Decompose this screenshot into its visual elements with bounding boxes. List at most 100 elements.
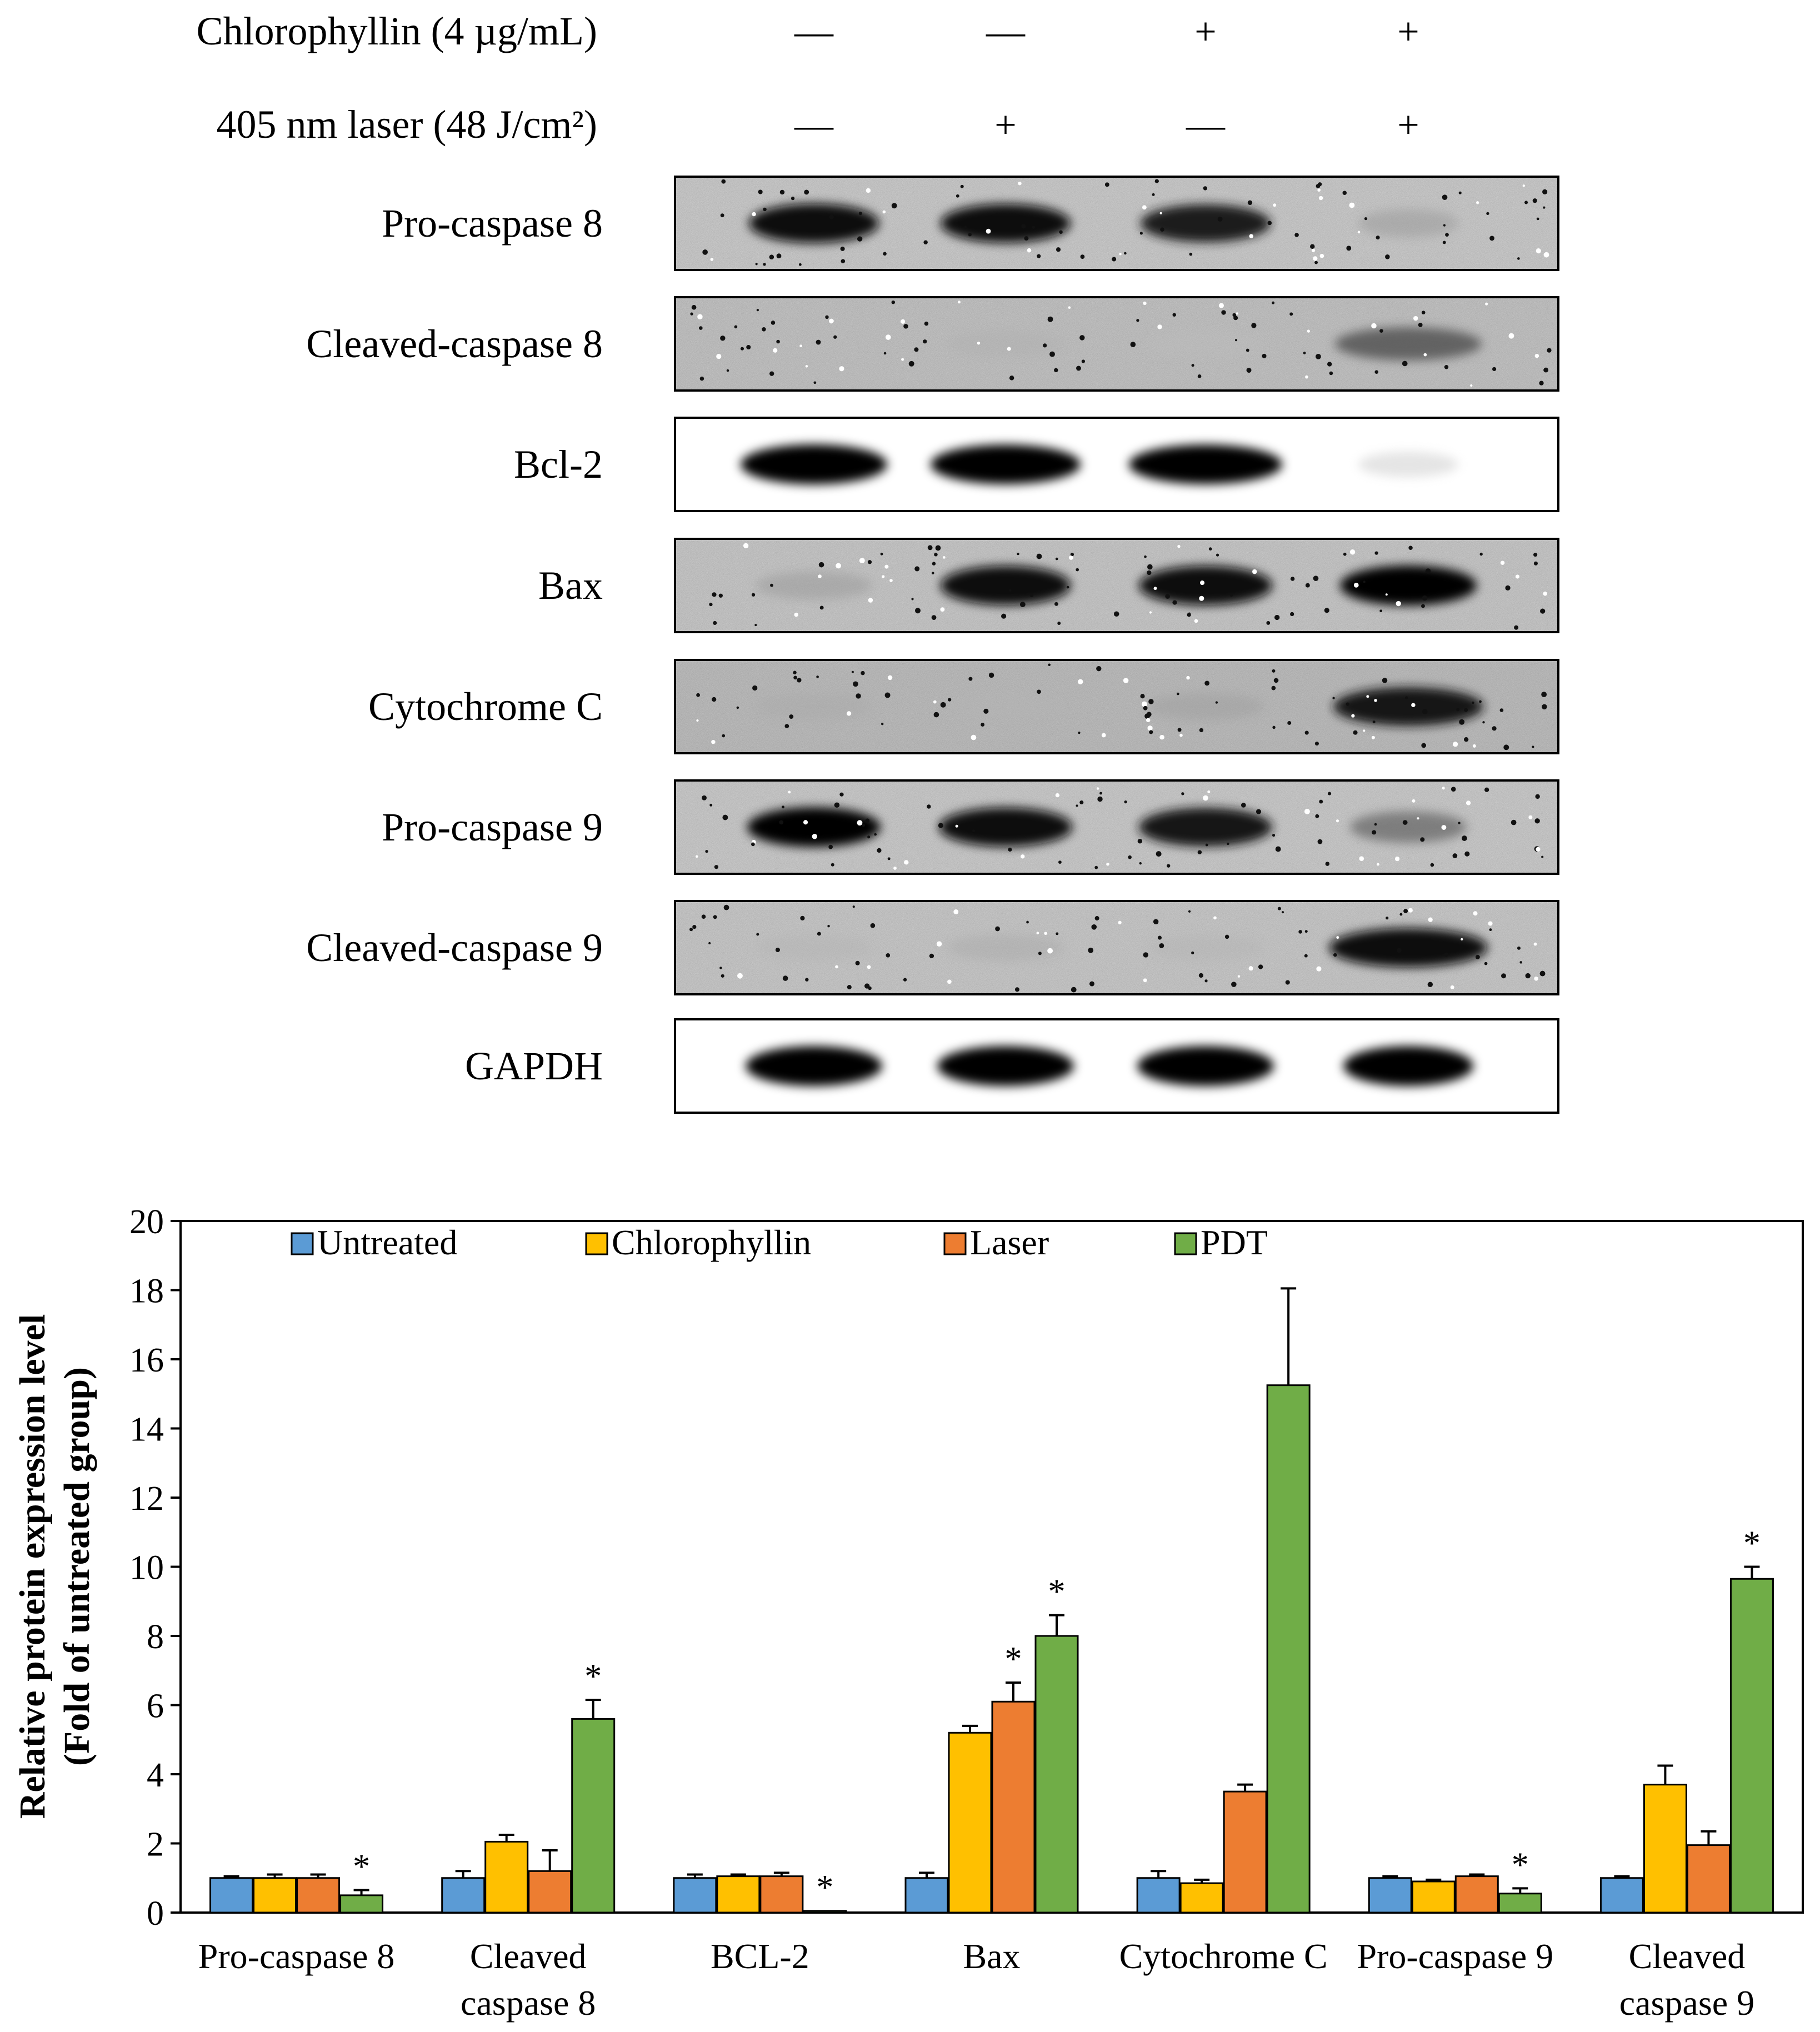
blot-speck	[1159, 943, 1164, 948]
bar	[1454, 1875, 1499, 1914]
blot-frame	[674, 1018, 1559, 1114]
blot-speck	[1396, 600, 1401, 607]
y-tick-label: 4	[147, 1756, 164, 1794]
blot-speck	[1476, 201, 1479, 204]
blot-speck	[858, 212, 862, 216]
bar	[948, 1731, 992, 1914]
blot-speck	[805, 978, 809, 982]
chlorophyllin-label: Chlorophyllin (4 µg/mL)	[197, 9, 597, 53]
blot-speck	[852, 905, 855, 908]
blot-speck	[769, 254, 774, 260]
bar	[1729, 1578, 1774, 1914]
blot-speck	[1305, 375, 1308, 379]
blot-speck	[701, 914, 706, 919]
y-tick-label: 0	[147, 1895, 164, 1933]
blot-speck	[1153, 587, 1157, 590]
blot-row: Cytochrome C	[368, 659, 1559, 754]
blot-speck	[1059, 230, 1063, 234]
blot-speck	[804, 189, 809, 195]
blot-speck	[1043, 343, 1047, 348]
blot-speck	[708, 942, 711, 945]
blot-speck	[720, 213, 724, 218]
blot-speck	[784, 724, 789, 728]
blot-speck	[1221, 310, 1226, 315]
blot-band	[746, 1046, 882, 1086]
blot-speck	[1499, 708, 1504, 712]
blot-row-label: Cytochrome C	[368, 684, 603, 729]
blot-speck	[1479, 552, 1483, 556]
blot-speck	[1197, 850, 1202, 854]
blot-speck	[968, 677, 973, 681]
blot-speck	[861, 670, 865, 675]
blot-speck	[721, 974, 724, 978]
bar-series: * * * * * * *	[209, 1287, 1774, 1914]
blot-speck	[1252, 569, 1257, 574]
blot-speck	[702, 795, 707, 800]
blot-speck	[1486, 212, 1489, 216]
blot-speck	[793, 675, 797, 680]
blot-speck	[1533, 561, 1538, 565]
treatment-mark: —	[1186, 104, 1226, 147]
blot-speck	[884, 692, 891, 698]
blot-speck	[829, 214, 834, 219]
blot-speck	[948, 698, 952, 702]
blot-speck	[818, 574, 822, 578]
blot-speck	[1304, 808, 1310, 814]
blot-speck	[881, 723, 884, 725]
blot-speck	[846, 711, 852, 716]
blot-speck	[771, 321, 776, 325]
blot-speck	[743, 543, 749, 549]
blot-speck	[1444, 952, 1448, 957]
blot-speck	[1333, 953, 1337, 957]
blot-speck	[1177, 544, 1181, 548]
blot-speck	[835, 965, 838, 969]
blot-band	[1335, 327, 1482, 361]
blot-band	[756, 571, 872, 600]
blot-frame	[674, 779, 1559, 875]
blot-speck	[1418, 323, 1423, 327]
blot-speck	[867, 835, 871, 839]
blot-frame	[674, 296, 1559, 392]
blot-band	[947, 693, 1064, 720]
blot-speck	[1442, 194, 1448, 200]
blot-speck	[1514, 625, 1519, 630]
blot-speck	[1113, 611, 1119, 617]
blot-speck	[699, 376, 704, 381]
blot-speck	[1191, 951, 1194, 955]
blot-speck	[1536, 248, 1541, 254]
blot-speck	[816, 339, 821, 345]
blot-speck	[1492, 367, 1497, 371]
blot-speck	[933, 700, 937, 704]
blot-speck	[1124, 800, 1127, 804]
blot-speck	[1539, 381, 1544, 386]
blot-speck	[829, 318, 834, 324]
bar	[759, 1875, 804, 1914]
blot-speck	[901, 319, 906, 324]
blot-speck	[1118, 920, 1122, 924]
blot-speck	[1139, 862, 1142, 865]
blot-speck	[1543, 252, 1549, 258]
blot-speck	[1464, 737, 1469, 742]
blot-speck	[1009, 589, 1012, 592]
blot-speck	[1218, 303, 1224, 308]
blot-band	[1329, 928, 1488, 967]
blot-speck	[867, 560, 872, 564]
blot-speck	[712, 592, 717, 597]
blot-speck	[1272, 669, 1276, 673]
blot-speck	[1315, 814, 1319, 818]
blot-speck	[960, 184, 964, 188]
blot-speck	[1200, 580, 1205, 585]
blot-speck	[929, 953, 934, 959]
blot-speck	[722, 734, 726, 738]
blot-speck	[865, 818, 870, 823]
blot-speck	[1055, 793, 1060, 798]
blot-speck	[1167, 864, 1171, 868]
blot-speck	[1371, 735, 1375, 739]
blot-speck	[1204, 979, 1208, 983]
blot-speck	[903, 978, 907, 982]
blot-speck	[882, 210, 886, 214]
blot-speck	[1484, 962, 1488, 965]
blot-speck	[696, 693, 700, 697]
bar	[1599, 1877, 1644, 1914]
blot-speck	[1456, 708, 1460, 712]
